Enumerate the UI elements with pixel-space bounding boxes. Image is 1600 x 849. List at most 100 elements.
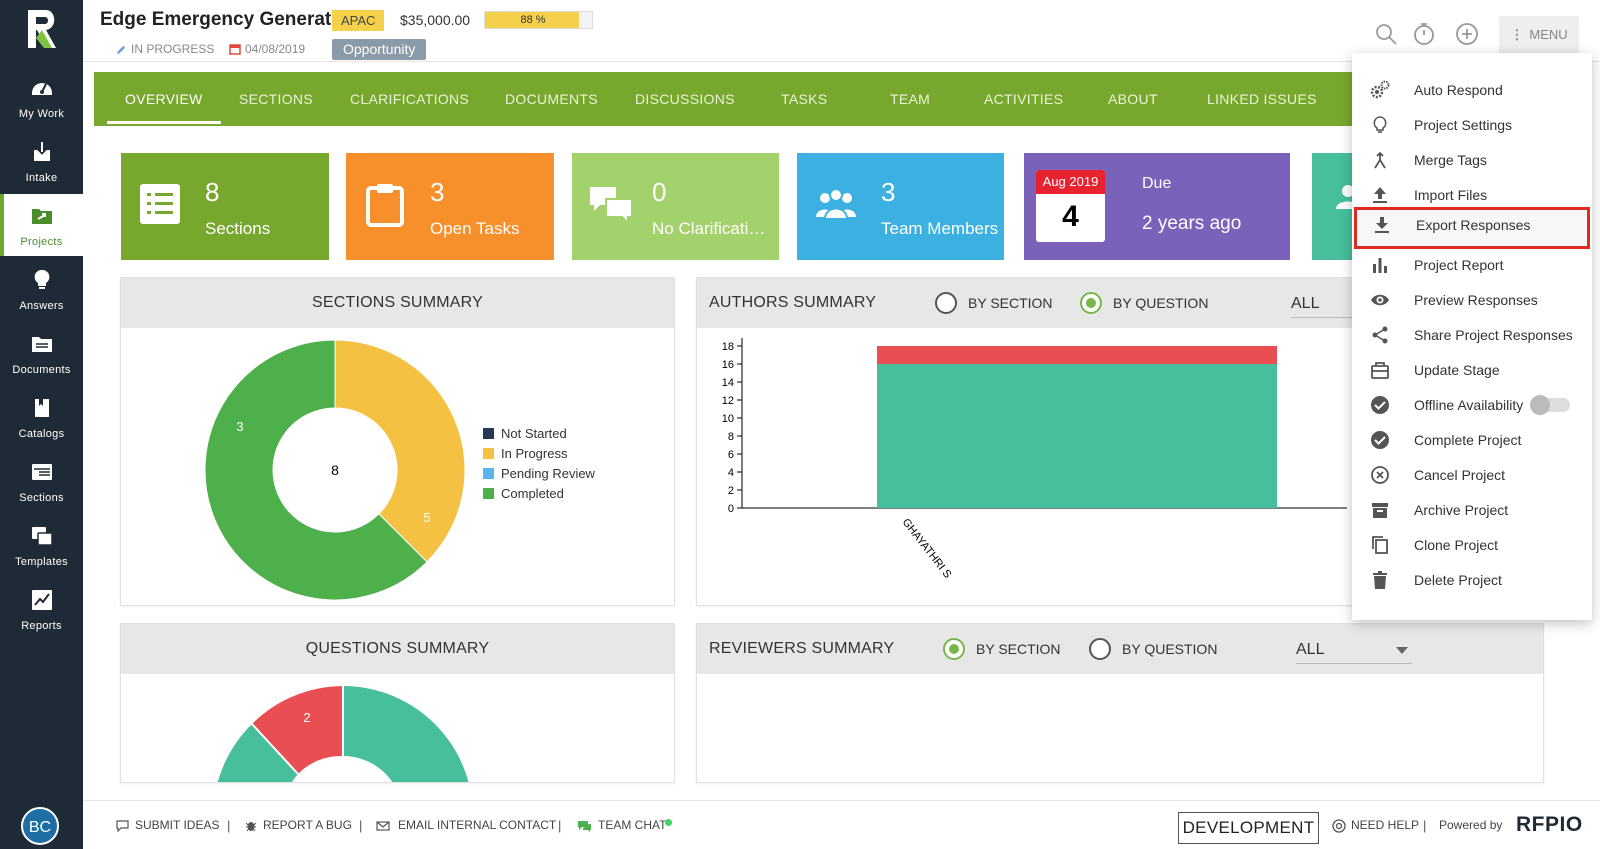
by-question-label[interactable]: BY QUESTION	[1113, 295, 1209, 311]
slice-label-completed: 5	[423, 510, 430, 525]
bar-segment-1[interactable]	[877, 346, 1277, 364]
add-icon[interactable]	[1455, 22, 1479, 46]
donut-slice-in-progress[interactable]	[334, 339, 466, 563]
by-section-radio[interactable]	[935, 292, 957, 314]
menu-item-merge-tags[interactable]: Merge Tags	[1352, 142, 1592, 178]
card-label: Open Tasks	[430, 219, 520, 238]
menu-item-delete-project[interactable]: Delete Project	[1352, 562, 1592, 598]
menu-item-label: Complete Project	[1414, 432, 1522, 448]
sidebar-item-answers[interactable]: Answers	[0, 258, 83, 320]
legend-label: In Progress	[501, 446, 568, 461]
donut-slice-completed[interactable]	[204, 339, 428, 601]
menu-item-project-settings[interactable]: Project Settings	[1352, 107, 1592, 143]
slice-completed	[343, 686, 469, 782]
due-date-card[interactable]: Aug 2019 4 Due 2 years ago	[1024, 153, 1290, 260]
progress-bar-fill	[485, 12, 580, 28]
report-bug-link[interactable]: REPORT A BUG	[263, 818, 352, 832]
by-section-radio[interactable]	[943, 638, 965, 660]
by-question-label[interactable]: BY QUESTION	[1122, 641, 1218, 657]
legend-swatch	[483, 448, 494, 459]
lightbulb-icon	[1373, 116, 1387, 133]
tab-discussions[interactable]: DISCUSSIONS	[635, 91, 735, 107]
panel-header: QUESTIONS SUMMARY	[121, 624, 674, 674]
by-question-radio[interactable]	[1089, 638, 1111, 660]
sidebar-item-documents[interactable]: Documents	[0, 322, 83, 384]
clone-icon	[1372, 536, 1388, 554]
menu-item-preview-responses[interactable]: Preview Responses	[1352, 282, 1592, 318]
sidebar-item-sections[interactable]: Sections	[0, 450, 83, 512]
avatar[interactable]: BC	[21, 807, 59, 845]
menu-item-label: Share Project Responses	[1414, 327, 1573, 343]
tab-about[interactable]: ABOUT	[1108, 91, 1158, 107]
menu-item-project-report[interactable]: Project Report	[1352, 247, 1592, 283]
menu-item-import-files[interactable]: Import Files	[1352, 177, 1592, 213]
check-circle-icon	[1371, 431, 1389, 449]
project-amount: $35,000.00	[400, 12, 471, 28]
reviewers-filter-select[interactable]: ALL	[1296, 636, 1412, 664]
bar-segment-0[interactable]	[877, 364, 1277, 508]
menu-item-label: Delete Project	[1414, 572, 1502, 588]
sidebar-item-my-work[interactable]: My Work	[0, 66, 83, 128]
due-label: Due	[1142, 175, 1172, 192]
menu-item-share-project-responses[interactable]: Share Project Responses	[1352, 317, 1592, 353]
clarifications-card[interactable]: 0 No Clarificati…	[572, 153, 779, 260]
pencil-icon	[116, 45, 126, 55]
share-icon	[1372, 326, 1388, 344]
y-tick-label: 8	[728, 431, 734, 443]
kebab-icon: ⋮	[1510, 27, 1524, 42]
by-section-label[interactable]: BY SECTION	[976, 641, 1061, 657]
rfpio-logo-icon[interactable]	[22, 8, 62, 52]
menu-item-update-stage[interactable]: Update Stage	[1352, 352, 1592, 388]
dashboard-icon	[31, 83, 52, 95]
card-label: Sections	[205, 219, 271, 238]
tab-documents[interactable]: DOCUMENTS	[505, 91, 598, 107]
tab-overview[interactable]: OVERVIEW	[107, 72, 221, 126]
tab-team[interactable]: TEAM	[890, 91, 931, 107]
rfpio-brand[interactable]: RFPIO	[1516, 813, 1583, 836]
y-tick-label: 12	[722, 395, 734, 407]
extra-card[interactable]	[1312, 153, 1354, 260]
by-section-label[interactable]: BY SECTION	[968, 295, 1053, 311]
due-relative: 2 years ago	[1142, 213, 1242, 234]
menu-item-archive-project[interactable]: Archive Project	[1352, 492, 1592, 528]
sidebar-item-templates[interactable]: Templates	[0, 514, 83, 576]
team-icon	[816, 188, 856, 220]
menu-item-auto-respond[interactable]: Auto Respond	[1352, 72, 1592, 108]
trash-icon	[1373, 571, 1387, 589]
sections-count-card[interactable]: 8 Sections	[121, 153, 329, 260]
legend-label: Not Started	[501, 426, 567, 441]
open-tasks-card[interactable]: 3 Open Tasks	[346, 153, 554, 260]
sidebar-item-reports[interactable]: Reports	[0, 578, 83, 640]
sidebar-item-intake[interactable]: Intake	[0, 130, 83, 192]
need-help-link[interactable]: NEED HELP	[1351, 818, 1420, 832]
menu-item-cancel-project[interactable]: Cancel Project	[1352, 457, 1592, 493]
list-icon	[140, 184, 180, 224]
tab-linked-issues[interactable]: LINKED ISSUES	[1207, 91, 1317, 107]
menu-item-clone-project[interactable]: Clone Project	[1352, 527, 1592, 563]
sidebar-item-catalogs[interactable]: Catalogs	[0, 386, 83, 448]
tab-tasks[interactable]: TASKS	[781, 91, 828, 107]
card-label: No Clarificati…	[652, 219, 766, 238]
team-chat-link[interactable]: TEAM CHAT	[598, 818, 667, 832]
menu-item-label: Preview Responses	[1414, 292, 1538, 308]
authors-filter-select[interactable]: ALL	[1291, 290, 1407, 318]
offline-toggle[interactable]	[1530, 395, 1570, 415]
tab-sections[interactable]: SECTIONS	[239, 91, 313, 107]
tab-clarifications[interactable]: CLARIFICATIONS	[350, 91, 470, 107]
by-question-radio[interactable]	[1080, 292, 1102, 314]
menu-button[interactable]: ⋮ MENU	[1499, 16, 1579, 53]
sidebar-item-projects[interactable]: Projects	[0, 194, 83, 256]
archive-icon	[1372, 503, 1388, 518]
search-icon[interactable]	[1374, 22, 1398, 46]
menu-item-complete-project[interactable]: Complete Project	[1352, 422, 1592, 458]
menu-item-export-responses[interactable]: Export Responses	[1354, 207, 1590, 249]
email-internal-contact-link[interactable]: EMAIL INTERNAL CONTACT	[398, 818, 557, 832]
tab-activities[interactable]: ACTIVITIES	[984, 91, 1064, 107]
timer-icon[interactable]	[1412, 22, 1436, 46]
submit-ideas-link[interactable]: SUBMIT IDEAS	[135, 818, 220, 832]
chat-icon	[116, 820, 129, 832]
team-members-card[interactable]: 3 Team Members	[797, 153, 1004, 260]
sidebar-item-label: Reports	[21, 620, 62, 632]
menu-item-offline-availability[interactable]: Offline Availability	[1352, 387, 1592, 423]
